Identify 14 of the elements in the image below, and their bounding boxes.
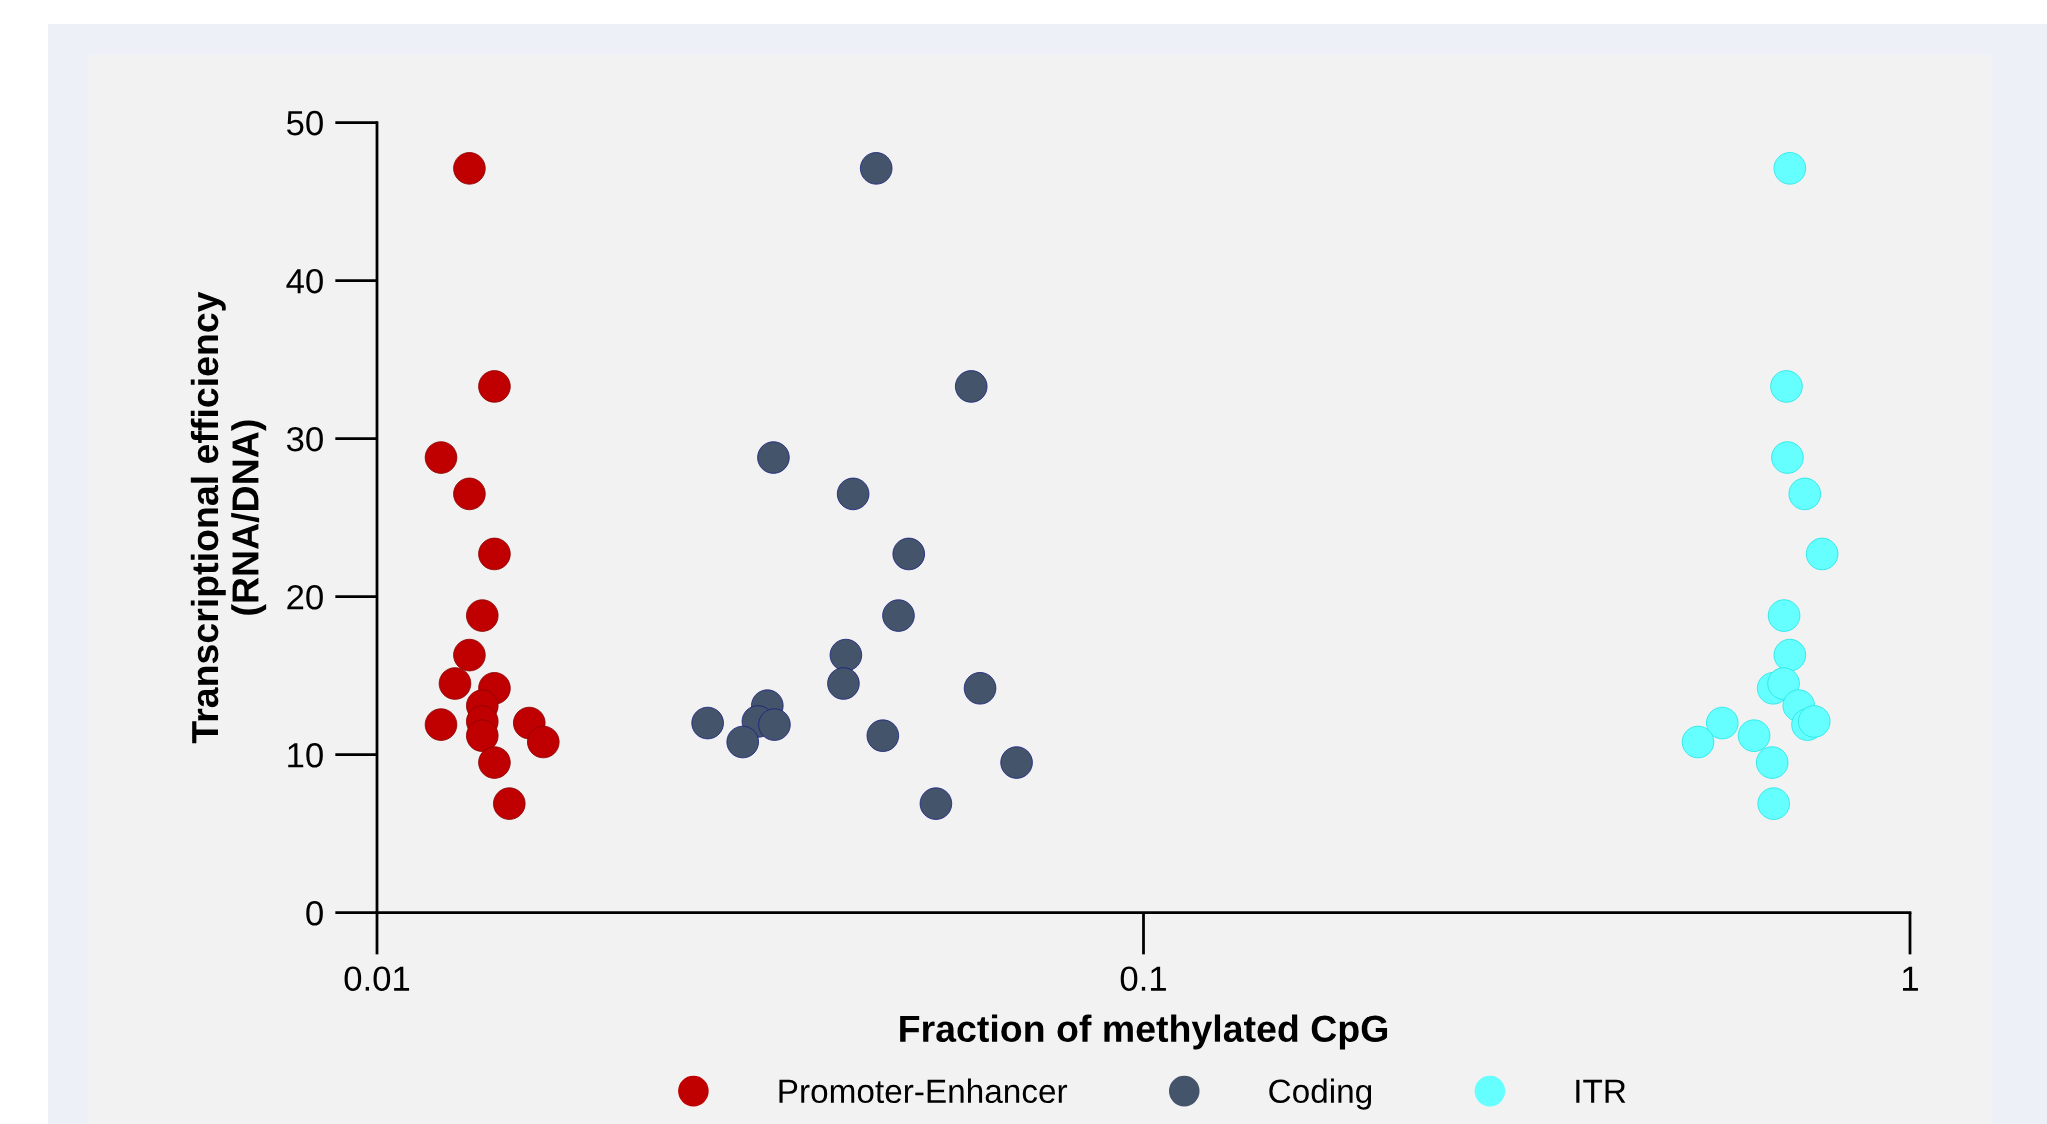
x-tick-label: 0.01 bbox=[344, 966, 410, 991]
x-axis-title: Fraction of methylated CpG bbox=[900, 1014, 1388, 1050]
y-tick-label: 10 bbox=[288, 742, 323, 768]
y-tick-label: 0 bbox=[306, 901, 323, 926]
y-tick-label: 20 bbox=[287, 584, 323, 610]
x-tick-label: 0.1 bbox=[1120, 966, 1166, 991]
y-tick-label: 50 bbox=[286, 110, 323, 136]
legend-label: Promoter-Enhancer bbox=[779, 1078, 1068, 1104]
legend-label: ITR bbox=[1576, 1079, 1626, 1103]
y-axis-title: Transcriptional efficiency (RNA/DNA) bbox=[190, 291, 267, 744]
y-tick-label: 30 bbox=[286, 426, 323, 452]
y-tick-label: 40 bbox=[286, 268, 323, 294]
legend-label: Coding bbox=[1269, 1078, 1372, 1110]
x-tick-label: 1 bbox=[1902, 966, 1918, 991]
